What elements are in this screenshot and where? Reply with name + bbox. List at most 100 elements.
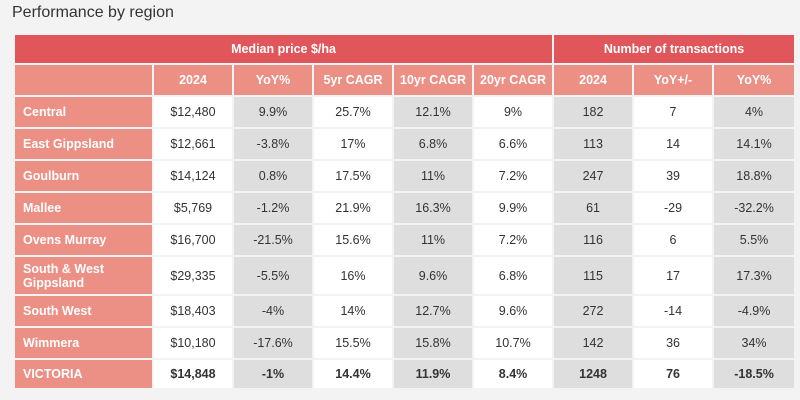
table-cell: -1.2% [234, 193, 312, 223]
table-cell: 18.8% [714, 161, 795, 191]
table-cell: 17.3% [714, 257, 795, 294]
region-name: Wimmera [15, 328, 152, 358]
table-row: Ovens Murray $16,700 -21.5% 15.6% 11% 7.2% 116… [15, 225, 795, 255]
table-cell: 25.7% [314, 97, 392, 127]
region-name: East Gippsland [15, 129, 152, 159]
table-cell: 4% [714, 97, 795, 127]
table-cell: -17.6% [234, 328, 312, 358]
table-cell: -1% [234, 360, 312, 388]
table-cell: 39 [634, 161, 713, 191]
table-cell: 11% [394, 225, 472, 255]
column-header: YoY% [234, 65, 312, 95]
table-row: Wimmera $10,180 -17.6% 15.5% 15.8% 10.7% 142 36… [15, 328, 795, 358]
column-header: 2024 [554, 65, 633, 95]
column-header: YoY% [714, 65, 795, 95]
table-cell: 14 [634, 129, 713, 159]
table-cell: 7.2% [474, 225, 553, 255]
table-cell: 113 [554, 129, 633, 159]
table-cell: 34% [714, 328, 795, 358]
table-cell: 12.7% [394, 296, 472, 326]
table-cell: 9% [474, 97, 553, 127]
table-cell: 272 [554, 296, 633, 326]
table-cell: 6 [634, 225, 713, 255]
table-cell: $12,661 [154, 129, 232, 159]
table-cell: $29,335 [154, 257, 232, 294]
group-header-transactions: Number of transactions [554, 35, 795, 63]
column-header: 5yr CAGR [314, 65, 392, 95]
table-cell: -5.5% [234, 257, 312, 294]
table-cell: 182 [554, 97, 633, 127]
table-cell: -18.5% [714, 360, 795, 388]
table-row: South & West Gippsland $29,335 -5.5% 16% 9.6… [15, 257, 795, 294]
table-cell: 5.5% [714, 225, 795, 255]
region-name: Central [15, 97, 152, 127]
table-cell: 247 [554, 161, 633, 191]
table-cell: 6.6% [474, 129, 553, 159]
table-cell: 16% [314, 257, 392, 294]
table-cell: 14.4% [314, 360, 392, 388]
table-cell: 11% [394, 161, 472, 191]
table-cell: -14 [634, 296, 713, 326]
table-cell: 7 [634, 97, 713, 127]
table-cell: 11.9% [394, 360, 472, 388]
table-cell: 116 [554, 225, 633, 255]
table-cell: 6.8% [394, 129, 472, 159]
table-cell: 17 [634, 257, 713, 294]
table-cell: 6.8% [474, 257, 553, 294]
region-name: VICTORIA [15, 360, 152, 388]
table-row: East Gippsland $12,661 -3.8% 17% 6.8% 6.6% 113… [15, 129, 795, 159]
table-row: Central $12,480 9.9% 25.7% 12.1% 9% 182 7 4% [15, 97, 795, 127]
table-cell: 12.1% [394, 97, 472, 127]
table-cell: 15.6% [314, 225, 392, 255]
table-cell: 14.1% [714, 129, 795, 159]
region-name: Goulburn [15, 161, 152, 191]
page-title: Performance by region [12, 4, 174, 21]
column-header: 2024 [154, 65, 232, 95]
table-cell: $18,403 [154, 296, 232, 326]
table-cell: $14,124 [154, 161, 232, 191]
table-row: Mallee $5,769 -1.2% 21.9% 16.3% 9.9% 61 -29 -32.… [15, 193, 795, 223]
region-name: South West [15, 296, 152, 326]
table-cell: $10,180 [154, 328, 232, 358]
table-cell: 76 [634, 360, 713, 388]
table-cell: -4% [234, 296, 312, 326]
performance-table: Median price $/ha Number of transactions… [13, 33, 796, 390]
table-cell: 8.4% [474, 360, 553, 388]
region-name: Ovens Murray [15, 225, 152, 255]
column-header: YoY+/- [634, 65, 713, 95]
table-cell: 142 [554, 328, 633, 358]
column-header: 20yr CAGR [474, 65, 553, 95]
table-cell: 7.2% [474, 161, 553, 191]
table-cell: $12,480 [154, 97, 232, 127]
table-cell: 14% [314, 296, 392, 326]
table-cell: 1248 [554, 360, 633, 388]
table-cell: 115 [554, 257, 633, 294]
table-cell: 61 [554, 193, 633, 223]
region-name: Mallee [15, 193, 152, 223]
table-cell: 17.5% [314, 161, 392, 191]
region-name: South & West Gippsland [15, 257, 152, 294]
table-cell: 9.6% [474, 296, 553, 326]
table-cell: $5,769 [154, 193, 232, 223]
table-cell: -3.8% [234, 129, 312, 159]
table-cell: -29 [634, 193, 713, 223]
table-cell: 36 [634, 328, 713, 358]
table-row: South West $18,403 -4% 14% 12.7% 9.6% 272 -14 -4… [15, 296, 795, 326]
table-cell: 9.9% [234, 97, 312, 127]
table-cell: $14,848 [154, 360, 232, 388]
table-cell: 0.8% [234, 161, 312, 191]
table-cell: 21.9% [314, 193, 392, 223]
table-cell: -21.5% [234, 225, 312, 255]
total-row: VICTORIA $14,848 -1% 14.4% 11.9% 8.4% 1248 76 -1… [15, 360, 795, 388]
column-header: 10yr CAGR [394, 65, 472, 95]
table-row: Goulburn $14,124 0.8% 17.5% 11% 7.2% 247 39 18.8… [15, 161, 795, 191]
column-header-region [15, 65, 152, 95]
table-cell: 16.3% [394, 193, 472, 223]
table-cell: 10.7% [474, 328, 553, 358]
table-cell: 15.8% [394, 328, 472, 358]
table-cell: 9.6% [394, 257, 472, 294]
group-header-price: Median price $/ha [15, 35, 553, 63]
table-cell: 17% [314, 129, 392, 159]
table-cell: -4.9% [714, 296, 795, 326]
table-cell: 15.5% [314, 328, 392, 358]
